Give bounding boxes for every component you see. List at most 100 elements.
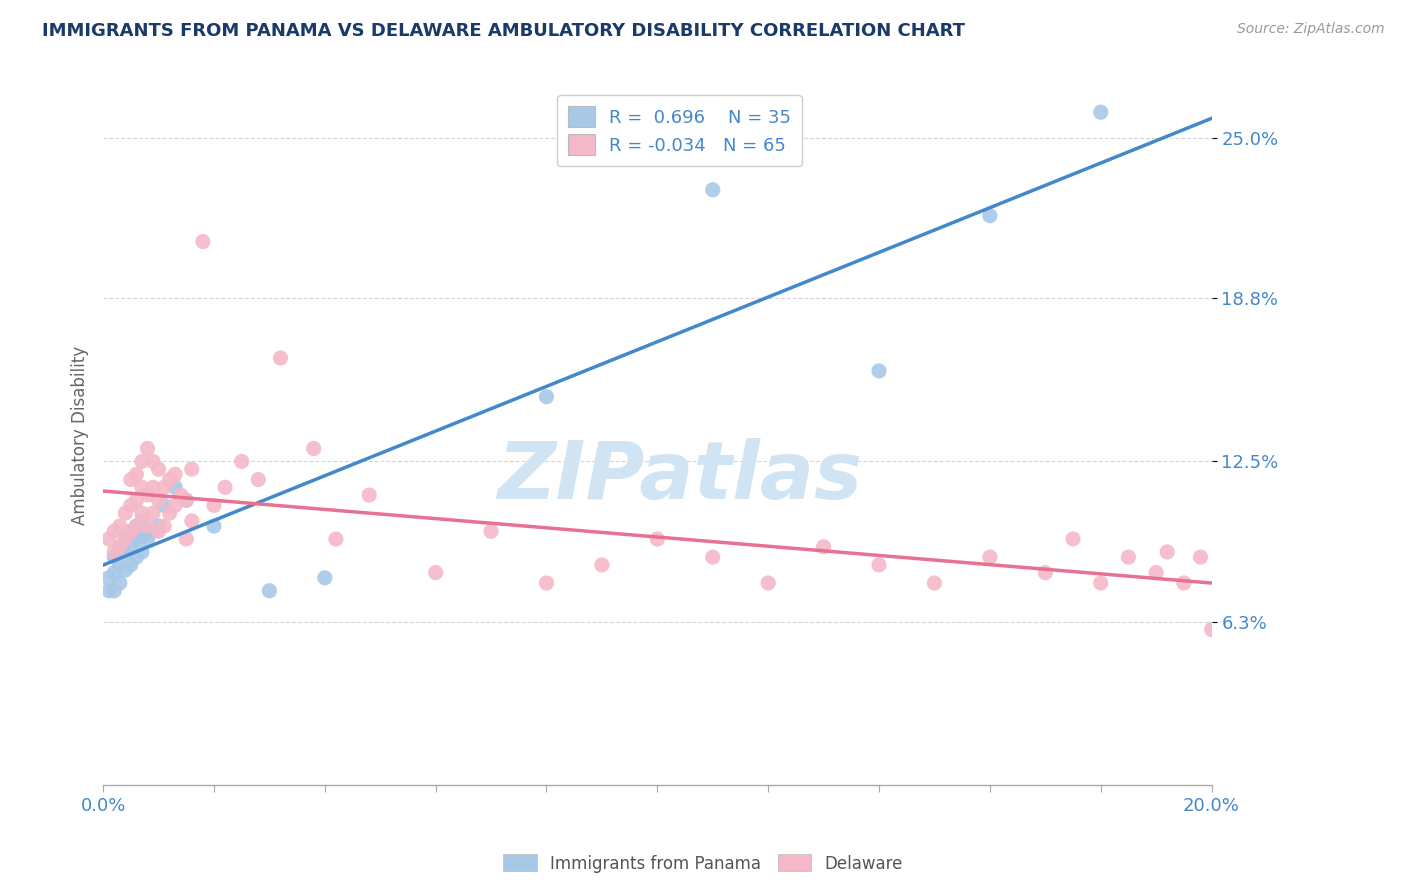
- Text: ZIPatlas: ZIPatlas: [496, 439, 862, 516]
- Point: [131, 480, 153, 494]
- Point: [108, 558, 131, 572]
- Point: [120, 524, 142, 539]
- Y-axis label: Ambulatory Disability: Ambulatory Disability: [72, 346, 89, 525]
- Point: [148, 493, 170, 508]
- Point: [165, 480, 187, 494]
- Point: [647, 532, 669, 546]
- Point: [247, 473, 270, 487]
- Point: [302, 442, 325, 456]
- Point: [153, 480, 176, 494]
- Point: [142, 524, 165, 539]
- Point: [1118, 550, 1140, 565]
- Point: [125, 519, 148, 533]
- Point: [174, 493, 197, 508]
- Legend: Immigrants from Panama, Delaware: Immigrants from Panama, Delaware: [496, 847, 910, 880]
- Point: [1156, 545, 1178, 559]
- Point: [148, 524, 170, 539]
- Point: [131, 514, 153, 528]
- Point: [159, 506, 181, 520]
- Point: [125, 467, 148, 482]
- Point: [159, 473, 181, 487]
- Point: [536, 576, 558, 591]
- Point: [108, 540, 131, 554]
- Point: [1090, 105, 1112, 120]
- Point: [813, 540, 835, 554]
- Point: [591, 558, 613, 572]
- Point: [165, 467, 187, 482]
- Point: [148, 462, 170, 476]
- Point: [142, 454, 165, 468]
- Point: [125, 493, 148, 508]
- Point: [425, 566, 447, 580]
- Point: [180, 462, 202, 476]
- Point: [108, 576, 131, 591]
- Point: [1144, 566, 1167, 580]
- Point: [1033, 566, 1056, 580]
- Point: [756, 576, 779, 591]
- Point: [924, 576, 946, 591]
- Point: [142, 506, 165, 520]
- Point: [114, 545, 136, 559]
- Point: [180, 514, 202, 528]
- Point: [108, 540, 131, 554]
- Point: [103, 583, 125, 598]
- Point: [202, 499, 225, 513]
- Point: [269, 351, 291, 365]
- Point: [165, 499, 187, 513]
- Point: [1201, 623, 1223, 637]
- Point: [131, 454, 153, 468]
- Point: [120, 473, 142, 487]
- Point: [103, 566, 125, 580]
- Point: [1189, 550, 1212, 565]
- Point: [108, 545, 131, 559]
- Point: [214, 480, 236, 494]
- Text: IMMIGRANTS FROM PANAMA VS DELAWARE AMBULATORY DISABILITY CORRELATION CHART: IMMIGRANTS FROM PANAMA VS DELAWARE AMBUL…: [42, 22, 965, 40]
- Point: [259, 583, 281, 598]
- Point: [314, 571, 336, 585]
- Point: [97, 571, 120, 585]
- Point: [120, 524, 142, 539]
- Point: [131, 545, 153, 559]
- Point: [120, 558, 142, 572]
- Point: [191, 235, 214, 249]
- Point: [174, 493, 197, 508]
- Point: [1173, 576, 1195, 591]
- Point: [131, 506, 153, 520]
- Point: [114, 532, 136, 546]
- Point: [868, 558, 890, 572]
- Point: [114, 532, 136, 546]
- Point: [136, 519, 159, 533]
- Point: [131, 529, 153, 543]
- Point: [103, 524, 125, 539]
- Point: [120, 499, 142, 513]
- Point: [1090, 576, 1112, 591]
- Point: [325, 532, 347, 546]
- Point: [108, 519, 131, 533]
- Point: [136, 488, 159, 502]
- Point: [114, 563, 136, 577]
- Point: [97, 583, 120, 598]
- Point: [202, 519, 225, 533]
- Point: [153, 499, 176, 513]
- Point: [148, 519, 170, 533]
- Legend: R =  0.696    N = 35, R = -0.034   N = 65: R = 0.696 N = 35, R = -0.034 N = 65: [557, 95, 801, 166]
- Point: [231, 454, 253, 468]
- Point: [702, 183, 724, 197]
- Point: [103, 545, 125, 559]
- Point: [979, 550, 1001, 565]
- Point: [868, 364, 890, 378]
- Point: [979, 209, 1001, 223]
- Point: [125, 532, 148, 546]
- Point: [359, 488, 381, 502]
- Text: Source: ZipAtlas.com: Source: ZipAtlas.com: [1237, 22, 1385, 37]
- Point: [97, 532, 120, 546]
- Point: [136, 532, 159, 546]
- Point: [1062, 532, 1084, 546]
- Point: [536, 390, 558, 404]
- Point: [103, 550, 125, 565]
- Point: [702, 550, 724, 565]
- Point: [125, 550, 148, 565]
- Point: [125, 519, 148, 533]
- Point: [120, 540, 142, 554]
- Point: [170, 488, 193, 502]
